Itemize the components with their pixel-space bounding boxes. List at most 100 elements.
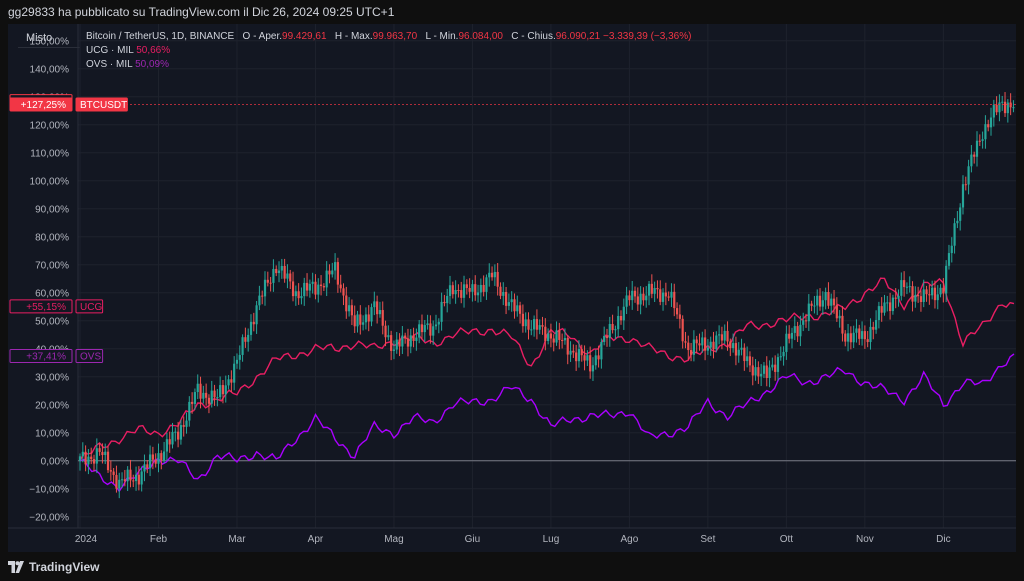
candle-body — [807, 303, 810, 322]
legend-ovs-label: OVS · MIL — [86, 59, 133, 70]
candle-body — [846, 333, 850, 342]
candle-body — [889, 302, 892, 312]
candle-body — [619, 315, 623, 321]
candle-body — [751, 365, 754, 376]
candle-body — [196, 383, 199, 393]
candle-body — [541, 325, 544, 327]
candle-body — [513, 299, 516, 312]
candle-body — [154, 459, 157, 464]
candle-body — [350, 305, 354, 316]
candle-body — [639, 293, 642, 305]
chart-canvas[interactable]: 150,00%140,00%130,00%120,00%110,00%100,0… — [8, 24, 1016, 552]
candle-body — [802, 320, 805, 325]
candle-body — [376, 301, 379, 315]
series-tag-text: UCG — [80, 302, 102, 313]
candle-body — [207, 397, 211, 404]
candle-body — [661, 292, 665, 302]
candle-body — [474, 284, 477, 296]
candle-body — [482, 284, 485, 292]
y-tick-label: −10,00% — [29, 484, 69, 495]
y-tick-label: 90,00% — [35, 204, 69, 215]
candle-body — [605, 335, 609, 339]
candle-body — [622, 306, 625, 321]
candle-body — [230, 379, 233, 383]
candle-body — [406, 338, 410, 347]
series-tag-text: BTCUSDT — [80, 100, 127, 111]
y-tick-label: 100,00% — [30, 176, 70, 187]
series-tag-text: OVS — [80, 352, 101, 363]
candle-body — [384, 325, 387, 338]
candle-body — [998, 102, 1001, 113]
candle-body — [476, 292, 480, 296]
candle-body — [796, 326, 799, 337]
tradingview-logo[interactable]: TradingView — [8, 560, 99, 574]
candle-body — [404, 335, 407, 339]
candle-body — [597, 355, 600, 360]
candle-body — [947, 253, 951, 266]
candle-body — [804, 320, 808, 322]
legend-high-value: 99.963,70 — [372, 31, 418, 42]
candle-body — [771, 364, 774, 368]
candle-body — [255, 305, 258, 325]
candle-body — [659, 289, 662, 302]
candle-body — [249, 321, 253, 335]
candle-body — [129, 469, 132, 481]
candle-body — [98, 448, 101, 452]
price-label-text: +37,41% — [26, 352, 66, 363]
x-tick-label: Feb — [150, 534, 168, 545]
candle-body — [653, 287, 656, 294]
candle-body — [221, 385, 225, 395]
candle-body — [106, 451, 110, 471]
candle-body — [835, 305, 838, 319]
candle-body — [146, 464, 149, 469]
candle-body — [844, 333, 847, 342]
candle-body — [712, 341, 715, 350]
candle-body — [238, 354, 241, 360]
candle-body — [241, 337, 244, 355]
candle-body — [132, 480, 135, 482]
x-tick-label: Apr — [308, 534, 324, 545]
chart-area[interactable]: Misto 150,00%140,00%130,00%120,00%110,00… — [8, 24, 1016, 552]
candle-body — [774, 364, 777, 372]
candle-body — [275, 268, 278, 274]
tradingview-brand-text: TradingView — [29, 560, 100, 574]
candle-body — [611, 323, 614, 331]
candle-body — [353, 315, 356, 327]
candle-body — [485, 277, 488, 292]
candle-body — [162, 451, 166, 461]
y-tick-label: 80,00% — [35, 232, 69, 243]
candle-body — [247, 334, 250, 342]
candle-body — [434, 324, 438, 327]
candle-body — [580, 349, 583, 356]
candle-body — [625, 295, 628, 307]
candle-body — [415, 337, 418, 341]
candle-body — [418, 324, 421, 338]
candle-body — [788, 333, 791, 339]
candle-body — [213, 390, 216, 398]
scale-mode-button[interactable]: Misto — [18, 28, 80, 48]
candle-body — [387, 335, 390, 338]
legend-ucg-row: UCG · MIL 50,66% — [86, 44, 691, 58]
candle-body — [583, 355, 586, 361]
candle-body — [841, 315, 844, 334]
candle-body — [171, 431, 174, 445]
candle-body — [432, 326, 435, 336]
legend-low-value: 96.084,00 — [458, 31, 503, 42]
candle-body — [891, 297, 895, 312]
candle-body — [210, 390, 213, 404]
y-tick-label: 140,00% — [30, 64, 70, 75]
candle-body — [942, 287, 945, 294]
candle-body — [286, 273, 289, 279]
candle-body — [468, 288, 471, 292]
y-tick-label: −20,00% — [29, 512, 69, 523]
candle-body — [670, 291, 673, 298]
candle-body — [507, 302, 510, 306]
candle-body — [897, 295, 900, 299]
candle-body — [967, 166, 970, 185]
candle-body — [589, 355, 592, 372]
candle-body — [746, 356, 749, 362]
candle-body — [303, 282, 306, 297]
legend-low-label: L - Min. — [425, 31, 459, 42]
candle-body — [148, 454, 152, 469]
candle-body — [104, 451, 107, 456]
